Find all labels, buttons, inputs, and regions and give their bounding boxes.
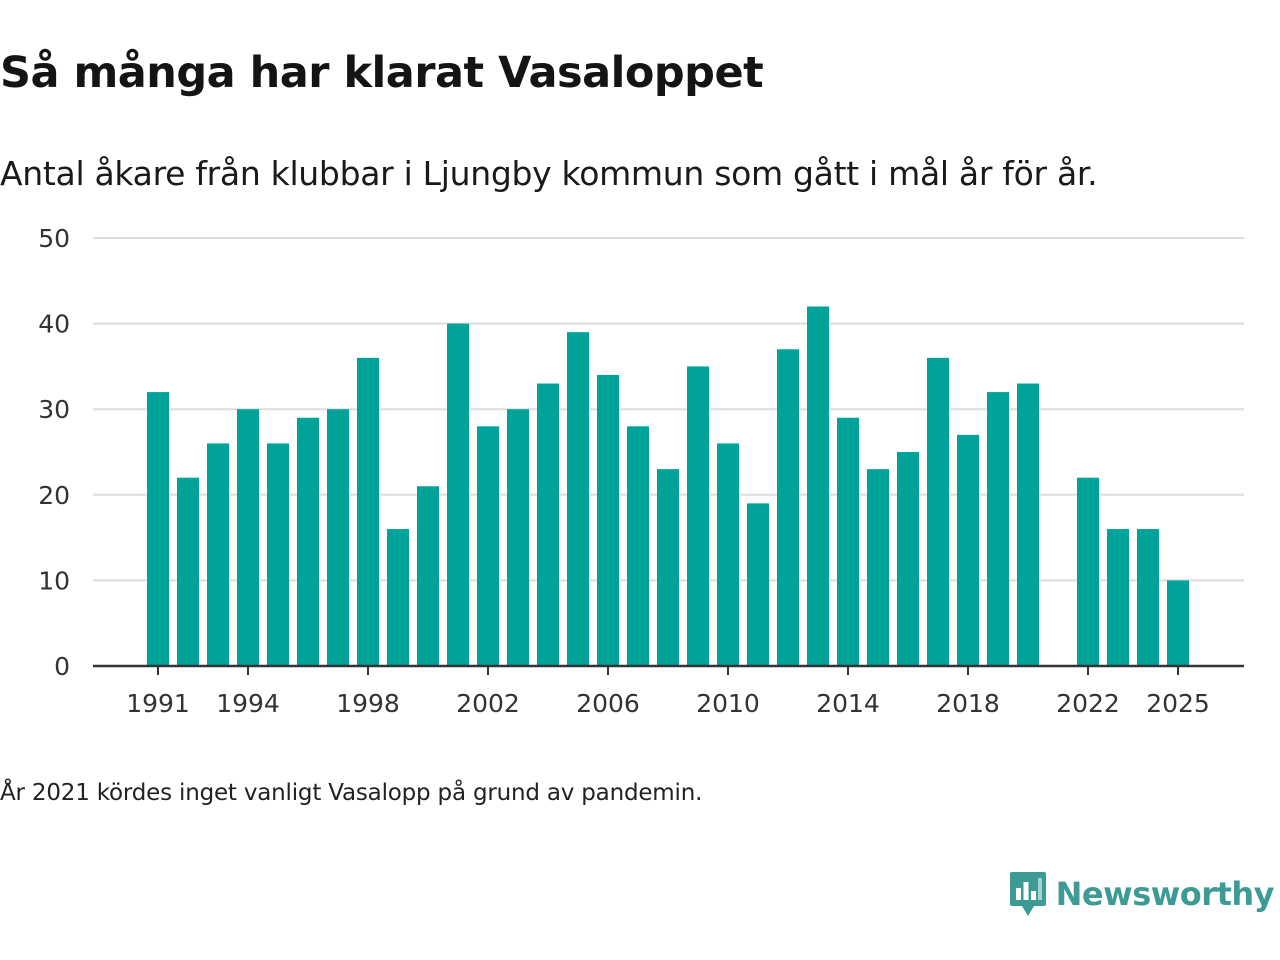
- bar-1996: [297, 417, 319, 666]
- x-tick-label-2018: 2018: [936, 689, 1000, 718]
- x-tick-label-2006: 2006: [576, 689, 640, 718]
- y-tick-label-10: 10: [38, 566, 70, 595]
- y-tick-label-0: 0: [54, 652, 70, 681]
- bar-1995: [267, 443, 289, 666]
- x-tick-label-2025: 2025: [1146, 689, 1210, 718]
- bar-2015: [867, 469, 889, 666]
- bar-2018: [957, 434, 979, 666]
- x-tick-label-2002: 2002: [456, 689, 520, 718]
- bar-2024: [1137, 529, 1159, 666]
- bar-1999: [387, 529, 409, 666]
- y-tick-label-40: 40: [38, 310, 70, 339]
- bar-2002: [477, 426, 499, 666]
- y-tick-label-50: 50: [38, 224, 70, 253]
- y-tick-label-20: 20: [38, 481, 70, 510]
- bar-1998: [357, 357, 379, 666]
- bar-1993: [207, 443, 229, 666]
- y-axis-labels: 0 10 20 30 40 50: [38, 224, 70, 681]
- chart-subtitle: Antal åkare från klubbar i Ljungby kommu…: [0, 154, 1098, 193]
- x-tick-label-1991: 1991: [126, 689, 190, 718]
- x-axis: 1991 1994 1998 2002 2006 2010 2014 2018 2022 2025: [93, 664, 1244, 718]
- bar-2011: [747, 503, 769, 666]
- bar-2017: [927, 357, 949, 666]
- bar-2019: [987, 392, 1009, 666]
- footnote: År 2021 kördes inget vanligt Vasalopp på…: [0, 780, 703, 806]
- bar-2013: [807, 306, 829, 666]
- bar-2022: [1077, 477, 1099, 666]
- bar-1994: [237, 409, 259, 666]
- bar-2025: [1167, 580, 1189, 666]
- bar-2001: [447, 323, 469, 666]
- bar-1991: [147, 392, 169, 666]
- bar-2004: [537, 383, 559, 666]
- bar-2010: [717, 443, 739, 666]
- bar-2006: [597, 374, 619, 666]
- bar-2012: [777, 349, 799, 666]
- newsworthy-logo-icon: [1009, 872, 1046, 916]
- bar-chart: 0 10 20 30 40 50 1991 1994 1998 2002 2006 2010 2014…: [38, 224, 1244, 718]
- bar-2009: [687, 366, 709, 666]
- x-tick-label-2010: 2010: [696, 689, 760, 718]
- chart-title: Så många har klarat Vasaloppet: [0, 48, 764, 98]
- bar-1992: [177, 477, 199, 666]
- bar-2000: [417, 486, 439, 666]
- bar-2014: [837, 417, 859, 666]
- bar-2020: [1017, 383, 1039, 666]
- newsworthy-logo: Newsworthy: [1008, 870, 1275, 918]
- bars: [147, 306, 1189, 666]
- bar-2003: [507, 409, 529, 666]
- x-tick-label-1994: 1994: [216, 689, 280, 718]
- bar-2008: [657, 469, 679, 666]
- newsworthy-logo-text: Newsworthy: [1055, 875, 1275, 913]
- bar-2023: [1107, 529, 1129, 666]
- y-tick-label-30: 30: [38, 395, 70, 424]
- bar-2005: [567, 332, 589, 666]
- bar-2007: [627, 426, 649, 666]
- x-tick-label-2022: 2022: [1056, 689, 1120, 718]
- bar-1997: [327, 409, 349, 666]
- x-tick-label-2014: 2014: [816, 689, 880, 718]
- x-tick-label-1998: 1998: [336, 689, 400, 718]
- bar-2016: [897, 452, 919, 666]
